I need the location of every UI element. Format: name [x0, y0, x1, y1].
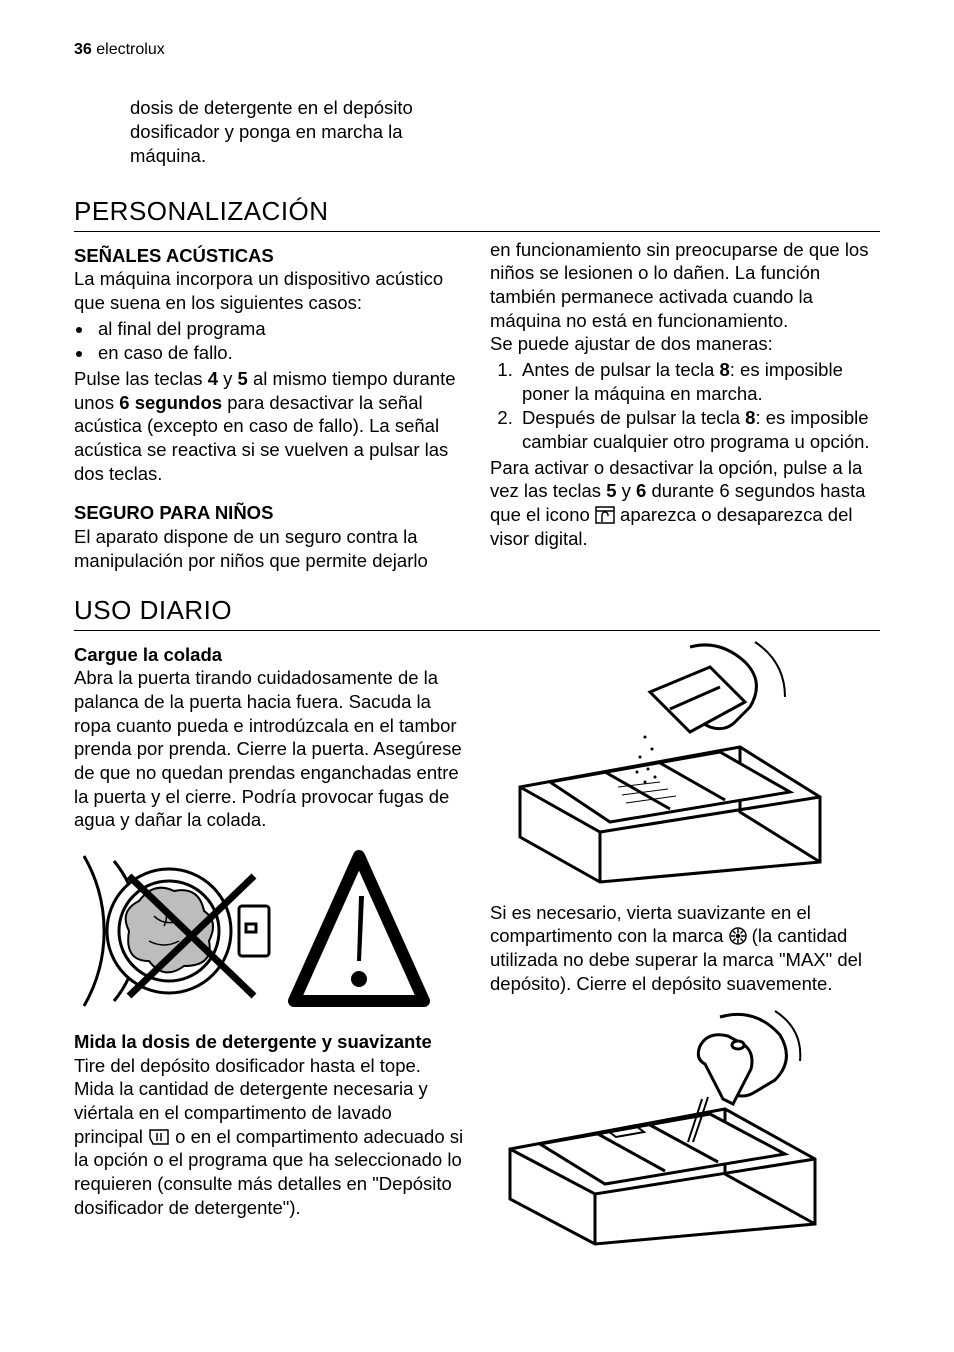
seguro-ol-1: Antes de pulsar la tecla 8: es imposible… — [518, 358, 880, 405]
seguro-p1: El aparato dispone de un seguro contra l… — [74, 525, 464, 572]
page-number: 36 — [74, 41, 92, 58]
seguro-p3: Se puede ajustar de dos maneras: — [490, 332, 880, 356]
senales-p2: Pulse las teclas 4 y 5 al mismo tiempo d… — [74, 367, 464, 485]
senales-p2-b2: 5 — [238, 368, 248, 389]
seguro-ol-2: Después de pulsar la tecla 8: es imposib… — [518, 406, 880, 453]
flower-icon — [729, 927, 747, 945]
senales-p1: La máquina incorpora un dispositivo acús… — [74, 267, 464, 314]
section-title-personalizacion: PERSONALIZACIÓN — [74, 195, 880, 231]
seguro-ol: Antes de pulsar la tecla 8: es imposible… — [490, 358, 880, 454]
lock-icon — [595, 506, 615, 524]
uso-columns: Cargue la colada Abra la puerta tirando … — [74, 637, 880, 1250]
senales-p2-pre: Pulse las teclas — [74, 368, 208, 389]
personalizacion-columns: SEÑALES ACÚSTICAS La máquina incorpora u… — [74, 238, 880, 573]
compartment-ii-icon — [148, 1128, 170, 1146]
senales-p2-b3: 6 segundos — [119, 392, 222, 413]
senales-p2-b1: 4 — [208, 368, 218, 389]
section-title-uso: USO DIARIO — [74, 594, 880, 630]
seguro-p4-b1: 5 — [606, 480, 616, 501]
seguro-p4: Para activar o desactivar la opción, pul… — [490, 456, 880, 551]
figure-door-warning — [74, 846, 464, 1016]
suavizante-p1: Si es necesario, vierta suavizante en el… — [490, 901, 880, 996]
figure-softener-drawer-pour — [490, 1009, 880, 1249]
senales-bullet-2: en caso de fallo. — [94, 341, 464, 365]
seguro-ol-2-b: 8 — [745, 407, 755, 428]
brand-name: electrolux — [96, 41, 164, 58]
mida-p1: Tire del depósito dosificador hasta el t… — [74, 1054, 464, 1220]
cargue-p1: Abra la puerta tirando cuidadosamente de… — [74, 666, 464, 832]
figure-detergent-drawer-pour — [490, 637, 880, 887]
seguro-p2: en funcionamiento sin preocuparse de que… — [490, 238, 880, 333]
seguro-p4-b2: 6 — [636, 480, 646, 501]
page-header: 36 electrolux — [74, 40, 880, 60]
seguro-ol-1-b: 8 — [719, 359, 729, 380]
subhead-cargue: Cargue la colada — [74, 643, 464, 667]
subhead-senales: SEÑALES ACÚSTICAS — [74, 244, 464, 268]
seguro-ol-2-pre: Después de pulsar la tecla — [522, 407, 745, 428]
subhead-seguro: SEGURO PARA NIÑOS — [74, 501, 464, 525]
intro-paragraph: dosis de detergente en el depósito dosif… — [130, 96, 470, 167]
subhead-mida: Mida la dosis de detergente y suavizante — [74, 1030, 464, 1054]
senales-bullets: al final del programa en caso de fallo. — [74, 317, 464, 365]
senales-p2-mid1: y — [218, 368, 238, 389]
senales-bullet-1: al final del programa — [94, 317, 464, 341]
seguro-p4-mid1: y — [616, 480, 636, 501]
seguro-ol-1-pre: Antes de pulsar la tecla — [522, 359, 719, 380]
